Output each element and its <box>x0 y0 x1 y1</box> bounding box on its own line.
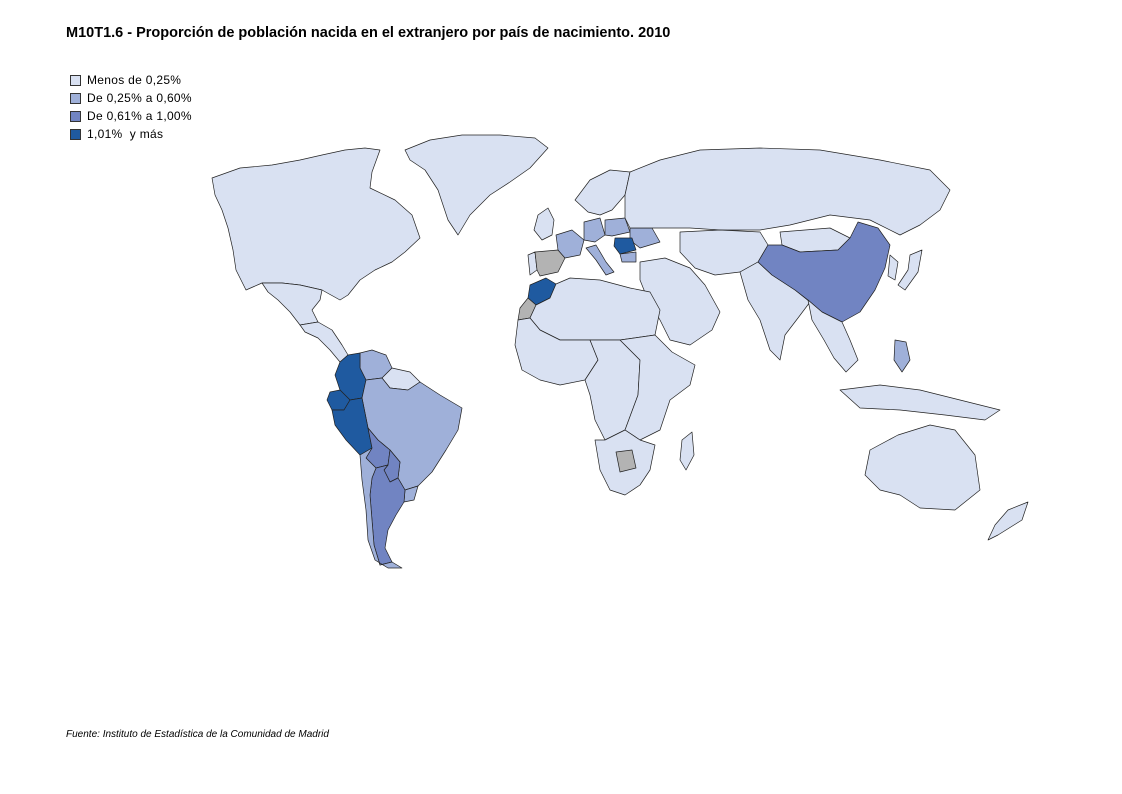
legend-swatch-class-0 <box>70 74 81 86</box>
region-romania <box>613 237 637 255</box>
legend-label-class-1: De 0,25% a 0,60% <box>87 91 192 105</box>
region-central-america <box>299 321 349 363</box>
legend-label-class-3: 1,01% y más <box>87 127 164 141</box>
region-australia <box>864 424 981 511</box>
region-france <box>555 229 585 259</box>
region-indonesia <box>839 384 1001 421</box>
region-bulgaria <box>619 251 637 263</box>
region-mexico <box>261 282 323 326</box>
region-north-america <box>211 147 421 301</box>
legend-label-class-2: De 0,61% a 1,00% <box>87 109 192 123</box>
legend-item-class-2: De 0,61% a 1,00% <box>70 107 192 125</box>
region-japan <box>897 249 923 291</box>
region-greenland <box>404 134 549 236</box>
region-uk <box>533 207 555 241</box>
region-germany <box>583 217 606 243</box>
legend-item-class-1: De 0,25% a 0,60% <box>70 89 192 107</box>
legend: Menos de 0,25% De 0,25% a 0,60% De 0,61%… <box>70 71 192 143</box>
region-east-africa <box>619 334 696 441</box>
region-china <box>757 221 891 323</box>
region-philippines <box>893 339 911 373</box>
region-new-zealand <box>987 501 1029 541</box>
region-poland <box>604 217 631 237</box>
region-southeast-asia <box>807 299 859 373</box>
legend-item-class-3: 1,01% y más <box>70 125 192 143</box>
region-russia <box>624 147 951 236</box>
source-note: Fuente: Instituto de Estadística de la C… <box>66 729 329 740</box>
region-madagascar <box>679 431 695 471</box>
region-scandinavia <box>574 169 631 216</box>
legend-swatch-class-1 <box>70 92 81 104</box>
region-spain <box>534 249 566 277</box>
legend-label-class-0: Menos de 0,25% <box>87 73 182 87</box>
region-korea <box>887 254 899 281</box>
region-italy <box>585 244 615 276</box>
legend-swatch-class-2 <box>70 110 81 122</box>
map-title: M10T1.6 - Proporción de población nacida… <box>66 25 671 41</box>
legend-swatch-class-3 <box>70 128 81 140</box>
region-botswana <box>615 449 637 473</box>
region-chile <box>359 447 403 569</box>
legend-item-class-0: Menos de 0,25% <box>70 71 192 89</box>
